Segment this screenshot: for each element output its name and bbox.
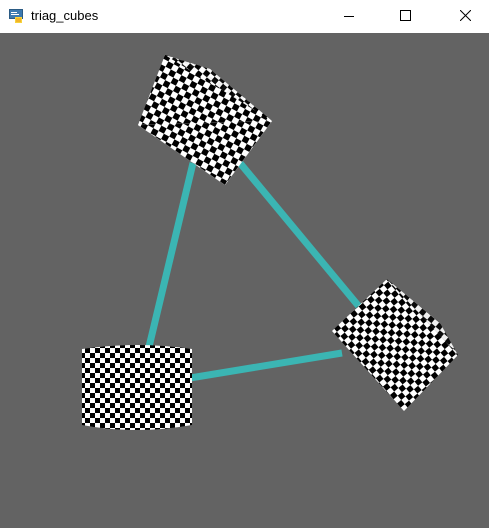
window-title: triag_cubes — [31, 8, 99, 23]
right-cube — [332, 279, 458, 411]
title-bar[interactable]: triag_cubes — [0, 0, 489, 33]
connector-bottom — [171, 349, 343, 385]
render-viewport[interactable] — [0, 33, 489, 528]
minimize-button[interactable] — [326, 0, 372, 33]
maximize-button[interactable] — [382, 0, 428, 33]
top-cube — [137, 55, 273, 186]
close-button[interactable] — [442, 0, 488, 33]
maximize-icon — [399, 8, 411, 26]
left-cube — [82, 345, 192, 430]
connector-top-left — [144, 162, 197, 352]
minimize-icon — [344, 8, 354, 26]
close-icon — [459, 8, 471, 26]
scene-canvas — [82, 55, 458, 430]
connector-lines — [144, 160, 369, 385]
connector-top-right — [237, 160, 369, 318]
python-icon — [8, 8, 24, 24]
